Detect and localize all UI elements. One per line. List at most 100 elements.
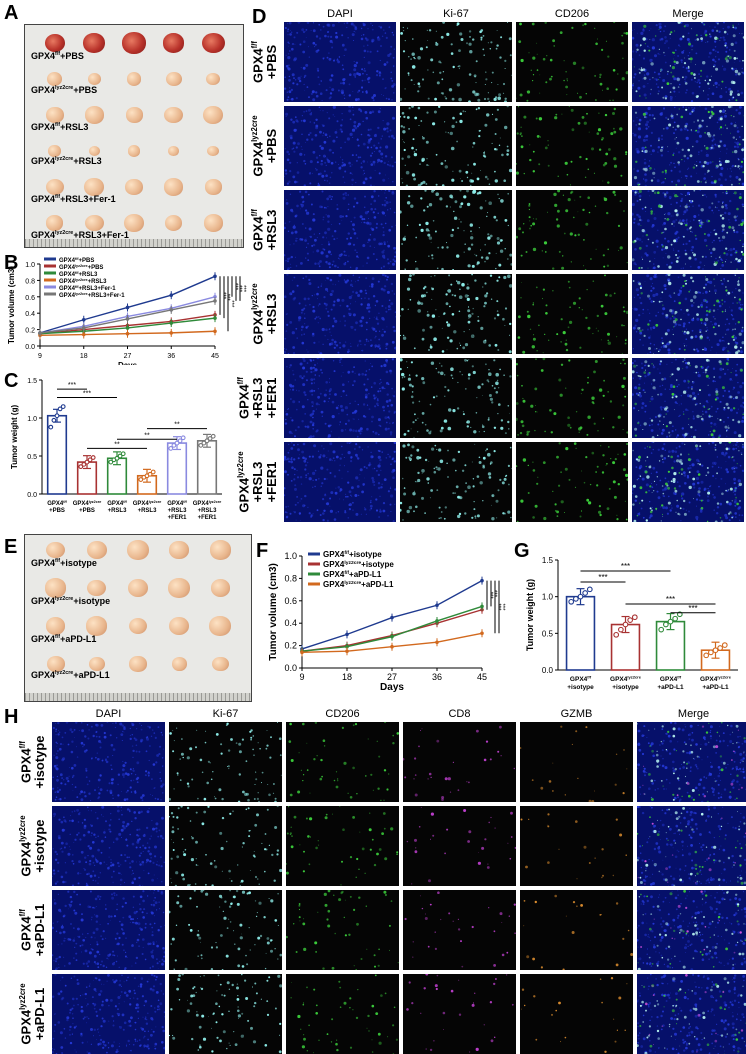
- signal-dots: [516, 22, 628, 102]
- row-label: GPX4lyz2cre+RSL3+FER1: [234, 442, 276, 522]
- tumor: [166, 72, 182, 86]
- tumor: [205, 179, 222, 194]
- micrograph: [632, 22, 744, 102]
- signal-dots: [632, 358, 744, 438]
- data-dot: [569, 600, 574, 605]
- micrograph: [516, 106, 628, 186]
- signal-dots: [632, 442, 744, 522]
- sig-label: ***: [621, 562, 630, 571]
- data-point: [390, 616, 394, 620]
- row-label: GPX4lyz2cre+PBS: [248, 106, 276, 186]
- data-dot: [633, 615, 638, 620]
- tumor: [46, 179, 65, 196]
- y-tick-label: 0.5: [542, 629, 554, 638]
- row-label: GPX4f/f+RSL3+FER1: [234, 358, 276, 438]
- data-point: [126, 332, 130, 336]
- category-label: GPX4f/f: [107, 500, 127, 507]
- category-label: GPX4lyz2cre: [700, 675, 732, 683]
- photo-row-label: GPX4f/f+RSL3: [31, 122, 88, 132]
- sig-label: **: [174, 422, 180, 429]
- data-dot: [49, 425, 53, 429]
- tumor: [125, 179, 143, 195]
- data-dot: [52, 418, 56, 422]
- micrograph: [400, 274, 512, 354]
- tumor: [212, 657, 229, 672]
- channel-header: Merge: [637, 708, 746, 720]
- y-tick-label: 0.2: [284, 641, 297, 651]
- panel-label-a: A: [4, 2, 18, 25]
- channel-header: DAPI: [52, 708, 165, 720]
- micrograph: [632, 190, 744, 270]
- row-label: GPX4f/f+RSL3: [248, 190, 276, 270]
- data-point: [480, 579, 484, 583]
- legend-label: GPX4f/f+aPD-L1: [323, 570, 382, 579]
- signal-dots: [403, 722, 516, 802]
- data-point: [345, 633, 349, 637]
- tumor: [203, 106, 223, 124]
- ruler: [25, 239, 243, 247]
- x-tick-label: 27: [124, 353, 132, 360]
- data-dot: [574, 597, 579, 602]
- micrograph: [516, 358, 628, 438]
- data-dot: [91, 456, 95, 460]
- tumor: [206, 73, 220, 86]
- signal-dots: [169, 806, 282, 886]
- micrograph: [637, 722, 746, 802]
- micrograph: [632, 442, 744, 522]
- sig-label: ***: [666, 595, 675, 604]
- channel-header: CD206: [286, 708, 399, 720]
- y-tick-label: 0.8: [25, 278, 35, 285]
- sig-label: **: [144, 432, 150, 439]
- micrograph: [52, 806, 165, 886]
- data-point: [390, 635, 394, 639]
- micrograph: [403, 974, 516, 1054]
- tumor: [126, 107, 143, 122]
- micrograph: [637, 974, 746, 1054]
- y-axis-label: Tumor weight (g): [525, 579, 535, 651]
- data-dot: [664, 622, 669, 627]
- signal-dots: [286, 890, 399, 970]
- signal-dots: [286, 722, 399, 802]
- data-point: [169, 293, 173, 297]
- signal-dots: [516, 274, 628, 354]
- signal-dots: [403, 806, 516, 886]
- signal-dots: [52, 722, 165, 802]
- signal-dots: [400, 22, 512, 102]
- row-label: GPX4lyz2cre+isotype: [16, 806, 44, 886]
- y-tick-label: 0.6: [284, 596, 297, 606]
- photo-row-label: GPX4f/f+RSL3+Fer-1: [31, 194, 116, 204]
- micrograph: [403, 806, 516, 886]
- y-tick-label: 0.6: [25, 295, 35, 302]
- tumor: [127, 72, 142, 85]
- category-label: GPX4f/f: [660, 675, 682, 683]
- data-dot: [673, 616, 678, 621]
- tumor: [204, 214, 223, 231]
- data-point: [38, 331, 42, 335]
- y-tick-label: 0.5: [27, 454, 37, 461]
- row-label: GPX4lyz2cre+RSL3: [248, 274, 276, 354]
- data-dot: [623, 622, 628, 627]
- signal-dots: [400, 190, 512, 270]
- micrograph: [284, 442, 396, 522]
- channel-header: Merge: [632, 8, 744, 20]
- data-dot: [181, 436, 185, 440]
- data-dot: [211, 434, 215, 438]
- data-dot: [704, 653, 709, 658]
- tumor: [122, 32, 146, 54]
- category-label: +RSL3: [138, 508, 158, 514]
- signal-dots: [516, 442, 628, 522]
- data-point: [82, 326, 86, 330]
- row-label: GPX4lyz2cre+aPD-L1: [16, 974, 44, 1054]
- tumor: [211, 579, 231, 597]
- y-tick-label: 0.0: [27, 492, 37, 499]
- micrograph: [637, 890, 746, 970]
- micrograph: [516, 442, 628, 522]
- signal-dots: [52, 806, 165, 886]
- category-label: GPX4f/f: [570, 675, 592, 683]
- data-point: [169, 331, 173, 335]
- signal-dots: [400, 442, 512, 522]
